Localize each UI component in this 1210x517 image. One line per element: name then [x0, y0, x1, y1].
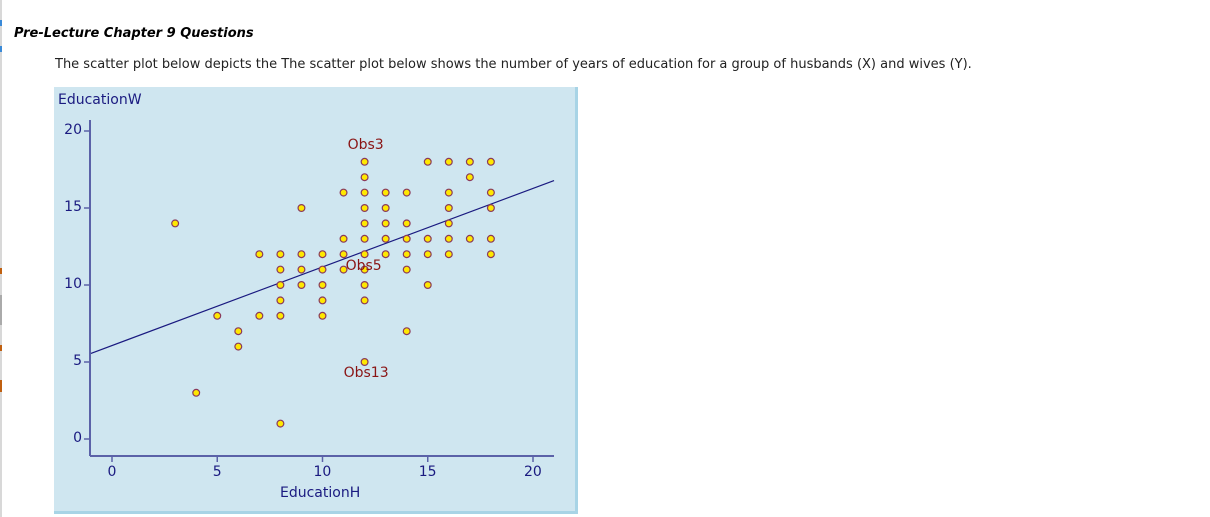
data-point [402, 234, 411, 243]
data-point [297, 250, 306, 259]
data-point [339, 250, 348, 259]
edge-marker [0, 345, 2, 351]
data-point [318, 296, 327, 305]
data-point [444, 219, 453, 228]
y-tick-label: 0 [73, 430, 82, 446]
data-point [360, 219, 369, 228]
data-point [486, 234, 495, 243]
data-point [360, 157, 369, 166]
data-point [276, 419, 285, 428]
data-point [465, 234, 474, 243]
data-point [402, 250, 411, 259]
edge-marker [0, 295, 2, 325]
question-description: The scatter plot below depicts the The s… [55, 57, 972, 72]
data-point [171, 219, 180, 228]
data-point [465, 173, 474, 182]
data-point [402, 188, 411, 197]
data-point [486, 157, 495, 166]
edge-marker [0, 46, 2, 52]
x-axis-label: EducationH [280, 485, 361, 501]
y-tick-label: 5 [73, 353, 82, 369]
window-left-edge [0, 0, 2, 517]
x-tick-label: 0 [107, 464, 117, 480]
data-point [402, 265, 411, 274]
data-point [360, 188, 369, 197]
data-point [444, 157, 453, 166]
data-point [360, 296, 369, 305]
data-point [444, 234, 453, 243]
data-point [318, 281, 327, 290]
edge-marker [0, 268, 2, 274]
edge-marker [0, 380, 2, 392]
data-point [423, 234, 432, 243]
data-point [381, 250, 390, 259]
data-point [339, 234, 348, 243]
y-tick-label: 20 [64, 122, 82, 138]
x-tick-label: 20 [524, 464, 542, 480]
data-point [381, 219, 390, 228]
data-point [339, 265, 348, 274]
data-point [297, 203, 306, 212]
data-point [486, 250, 495, 259]
data-point [276, 265, 285, 274]
observation-label: Obs13 [343, 365, 389, 381]
data-point [444, 203, 453, 212]
data-point [381, 188, 390, 197]
data-point [339, 188, 348, 197]
data-point [360, 173, 369, 182]
scatter-plot [84, 120, 555, 462]
data-point [360, 265, 369, 274]
data-point [402, 327, 411, 336]
data-point [276, 281, 285, 290]
y-tick-label: 15 [64, 199, 82, 215]
data-point [486, 188, 495, 197]
data-point [318, 250, 327, 259]
data-point [276, 250, 285, 259]
data-point [192, 388, 201, 397]
data-point [402, 219, 411, 228]
x-tick-label: 15 [418, 464, 437, 480]
data-point [213, 311, 222, 320]
data-point [255, 311, 264, 320]
data-point [360, 358, 369, 367]
scatter-plot-panel: EducationW 0 5 10 15 20 0 5 10 15 20 Obs3 Obs5 Obs1… [54, 87, 578, 514]
data-point [318, 311, 327, 320]
data-point [360, 250, 369, 259]
y-axis-label: EducationW [58, 92, 142, 108]
edge-marker [0, 20, 2, 26]
x-tick-label: 5 [212, 464, 222, 480]
data-point [465, 157, 474, 166]
data-point [360, 234, 369, 243]
data-point [444, 250, 453, 259]
data-point [276, 296, 285, 305]
data-point [423, 250, 432, 259]
data-point [276, 311, 285, 320]
data-point [255, 250, 264, 259]
data-point [234, 342, 243, 351]
data-point [423, 281, 432, 290]
observation-label: Obs5 [345, 257, 382, 274]
data-point [381, 203, 390, 212]
data-point [297, 281, 306, 290]
data-point [297, 265, 306, 274]
data-point [360, 203, 369, 212]
x-tick-label: 10 [313, 464, 332, 480]
observation-label: Obs3 [347, 136, 384, 153]
data-point [444, 188, 453, 197]
data-point [486, 203, 495, 212]
page-heading: Pre-Lecture Chapter 9 Questions [14, 26, 254, 41]
data-point [234, 327, 243, 336]
y-tick-label: 10 [64, 276, 82, 292]
data-point [381, 234, 390, 243]
data-point [423, 157, 432, 166]
data-point [360, 281, 369, 290]
data-point [318, 265, 327, 274]
